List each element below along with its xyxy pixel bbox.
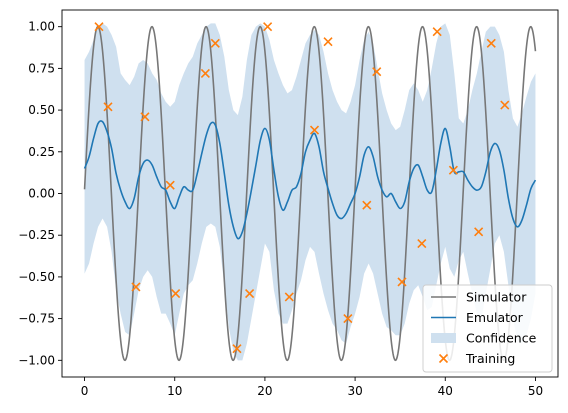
legend-label: Training <box>465 351 515 366</box>
training-point <box>94 22 104 32</box>
legend-symbol <box>431 333 456 343</box>
y-axis: −1.00 −0.75 −0.50 −0.25 0.00 0.25 0.50 0.75 1.00 <box>18 20 62 367</box>
x-tick-label: 10 <box>167 384 182 398</box>
legend-item-simulator: Simulator <box>431 290 527 305</box>
simulator-line <box>83 25 537 362</box>
legend-label: Emulator <box>466 310 524 325</box>
y-tick-label: 0.50 <box>28 103 55 117</box>
y-tick-label: 0.00 <box>28 187 55 201</box>
training-point <box>232 344 242 354</box>
training-point <box>343 314 353 324</box>
training-point <box>171 289 181 299</box>
legend-box <box>422 284 553 373</box>
training-point <box>417 238 427 249</box>
legend-item-training: Training <box>438 351 515 366</box>
training-point <box>263 22 273 32</box>
emulator-line <box>83 120 537 240</box>
legend: Simulator Emulator Confidence Training <box>422 284 553 373</box>
training-point <box>200 68 210 78</box>
training-point <box>309 125 320 135</box>
training-point <box>372 67 382 77</box>
training-point <box>103 102 113 112</box>
training-point <box>362 200 372 210</box>
y-tick-label: −0.50 <box>18 270 55 284</box>
x-tick-label: 30 <box>347 384 362 398</box>
y-tick-label: −1.00 <box>18 353 55 367</box>
training-point <box>448 165 458 175</box>
legend-label: Confidence <box>466 331 537 346</box>
training-point <box>397 277 407 287</box>
training-point <box>284 292 294 302</box>
training-point <box>131 282 141 292</box>
training-points <box>94 22 510 354</box>
y-tick-label: −0.75 <box>18 312 55 326</box>
x-tick-label: 50 <box>528 384 543 398</box>
x-tick-label: 40 <box>438 384 453 398</box>
y-tick-label: 0.25 <box>28 145 55 159</box>
plot-area <box>61 9 559 378</box>
training-point <box>165 180 175 190</box>
x-tick-label: 0 <box>81 384 89 398</box>
training-point <box>500 100 510 110</box>
y-tick-label: −0.25 <box>18 228 55 242</box>
y-tick-label: 1.00 <box>28 20 55 34</box>
training-point <box>245 289 255 299</box>
training-point <box>140 112 150 122</box>
training-point <box>210 38 220 48</box>
legend-item-emulator: Emulator <box>431 310 524 325</box>
training-point <box>323 37 333 47</box>
y-tick-label: 0.75 <box>28 61 55 75</box>
legend-label: Simulator <box>466 290 527 305</box>
legend-item-confidence: Confidence <box>431 331 537 346</box>
x-tick-label: 20 <box>257 384 272 398</box>
training-point <box>432 27 442 37</box>
training-point <box>486 38 496 48</box>
legend-symbol <box>438 353 449 364</box>
training-point <box>474 227 484 237</box>
x-axis: 0 10 20 30 40 50 <box>81 377 543 398</box>
